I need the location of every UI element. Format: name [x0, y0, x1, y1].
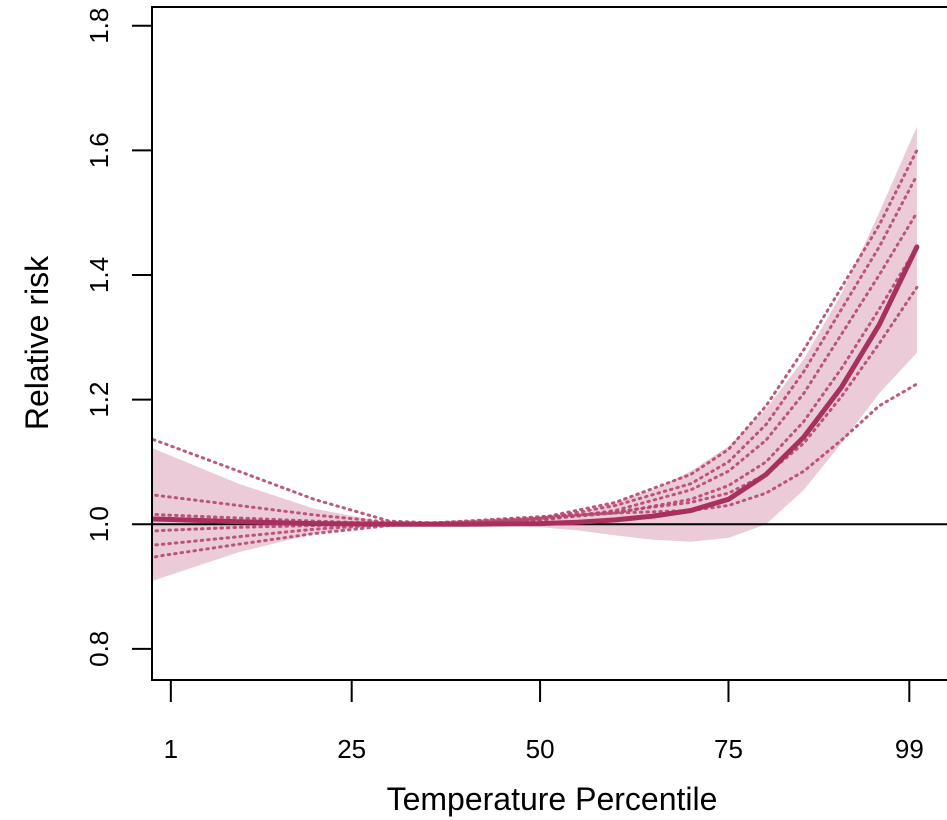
- plot-border: [151, 6, 947, 681]
- y-tick-label-1.2: 1.2: [84, 382, 114, 418]
- x-tick-label-25: 25: [337, 734, 366, 764]
- y-tick-label-1.0: 1.0: [84, 506, 114, 542]
- dotted-series-1: [152, 148, 919, 526]
- dotted-series-2: [152, 173, 919, 526]
- y-axis-title: Relative risk: [19, 255, 55, 430]
- y-tick-label-1.8: 1.8: [84, 8, 114, 44]
- x-axis-title: Temperature Percentile: [387, 781, 718, 817]
- axes: 1 25 50 75 99 0.8 1.0 1.2 1.4 1.6 1.8: [84, 6, 947, 764]
- y-tick-label-1.6: 1.6: [84, 132, 114, 168]
- x-tick-label-75: 75: [714, 734, 743, 764]
- main-series-line: [152, 244, 920, 527]
- dotted-series-6: [152, 382, 919, 559]
- y-tick-label-0.8: 0.8: [84, 631, 114, 667]
- x-tick-label-99: 99: [895, 734, 924, 764]
- plot-content: [152, 126, 947, 582]
- plot-area: [152, 126, 947, 582]
- x-tick-label-1: 1: [164, 734, 178, 764]
- y-tick-label-1.4: 1.4: [84, 257, 114, 293]
- confidence-band: [152, 126, 917, 582]
- x-tick-label-50: 50: [526, 734, 555, 764]
